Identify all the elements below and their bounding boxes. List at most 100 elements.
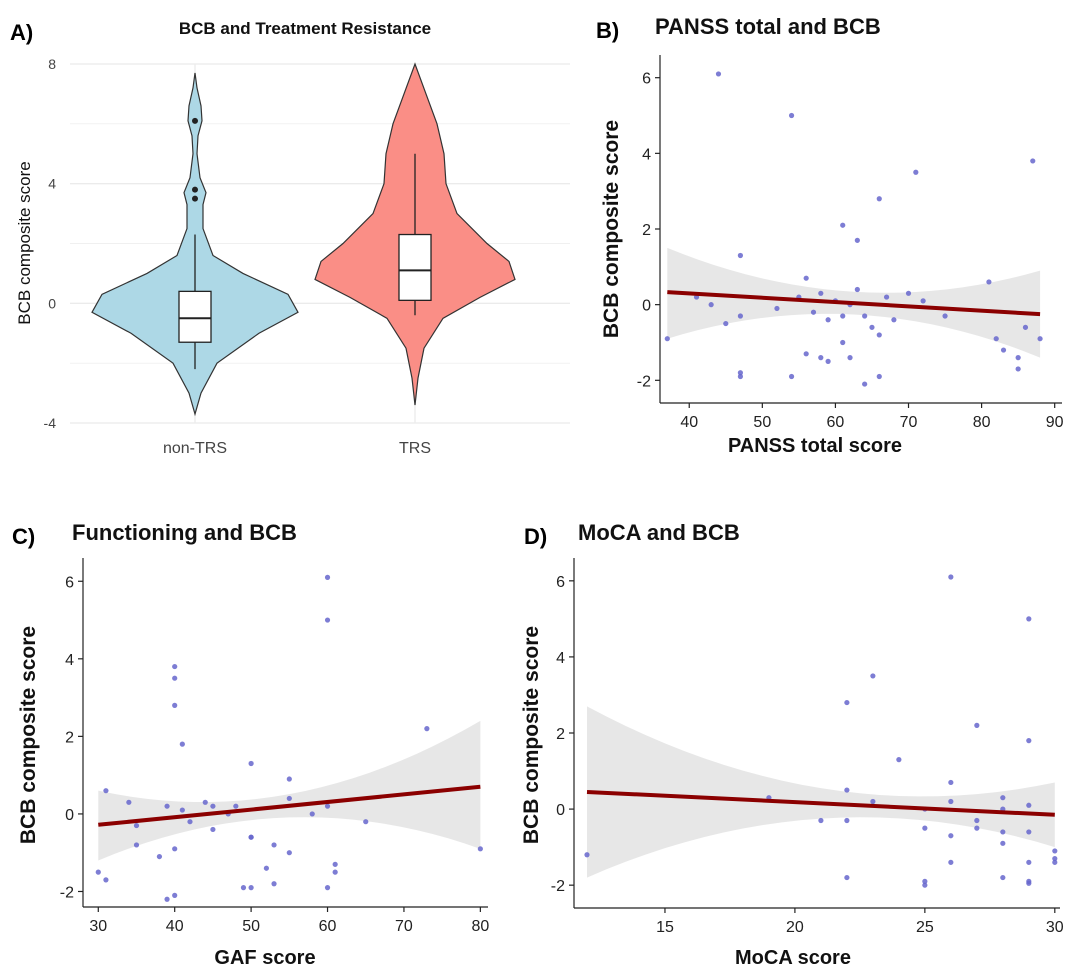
data-point xyxy=(1000,840,1006,846)
outlier-point xyxy=(192,195,198,202)
y-tick-label: 6 xyxy=(65,574,74,591)
data-point xyxy=(263,865,269,871)
data-point xyxy=(664,336,670,342)
y-tick-label: 0 xyxy=(48,295,56,311)
x-tick-label: 80 xyxy=(973,414,991,431)
data-point xyxy=(854,286,860,293)
y-tick-label: 6 xyxy=(642,71,651,88)
data-point xyxy=(870,798,876,805)
data-point xyxy=(948,833,954,839)
y-axis-label: BCB composite score xyxy=(520,626,543,844)
y-tick-label: 0 xyxy=(556,802,565,819)
x-tick-label: 90 xyxy=(1046,414,1064,431)
y-tick-label: -4 xyxy=(44,415,57,431)
confidence-band xyxy=(586,706,1055,878)
data-point xyxy=(974,722,980,728)
y-tick-label: 4 xyxy=(48,176,56,192)
y-axis-label: BCB composite score xyxy=(15,161,34,324)
data-point xyxy=(948,574,954,580)
data-point xyxy=(818,355,824,361)
data-point xyxy=(248,885,254,891)
y-tick-label: -2 xyxy=(60,884,74,901)
y-tick-label: 4 xyxy=(642,146,651,163)
data-point xyxy=(948,859,954,865)
panel-4: D) MoCA and BCB BCB composite score MoCA sc… xyxy=(520,520,1064,969)
data-point xyxy=(1015,366,1021,372)
data-point xyxy=(840,313,846,319)
data-point xyxy=(210,826,216,833)
data-point xyxy=(164,896,170,902)
data-point xyxy=(1000,795,1006,801)
data-point xyxy=(156,853,163,860)
box xyxy=(178,290,212,343)
data-point xyxy=(363,819,369,825)
data-point xyxy=(948,779,954,786)
data-point xyxy=(922,878,928,884)
data-point xyxy=(803,351,809,357)
data-point xyxy=(210,803,216,809)
y-tick-label: -2 xyxy=(637,373,651,390)
data-point xyxy=(715,71,722,77)
x-tick-label: 50 xyxy=(242,918,260,935)
data-point xyxy=(202,799,208,805)
x-tick-label: 70 xyxy=(900,414,918,431)
x-tick-label: 60 xyxy=(827,414,845,431)
data-point xyxy=(862,381,868,387)
data-point xyxy=(1030,158,1036,164)
regression-line xyxy=(667,290,1041,317)
data-point xyxy=(424,726,430,732)
y-tick-label: 4 xyxy=(556,650,565,667)
data-point xyxy=(1026,738,1032,744)
data-point xyxy=(844,699,850,706)
data-point xyxy=(248,834,254,840)
x-tick-label: 80 xyxy=(471,918,489,935)
x-tick-label: 40 xyxy=(680,414,698,431)
x-tick-label: 15 xyxy=(656,919,674,936)
panel-3: C) Functioning and BCB BCB composite score… xyxy=(12,520,489,969)
data-point xyxy=(825,317,831,323)
data-point xyxy=(1052,848,1058,854)
data-point xyxy=(1022,324,1029,330)
data-point xyxy=(164,803,170,809)
data-point xyxy=(1015,355,1021,361)
data-point xyxy=(324,617,331,623)
y-tick-label: -2 xyxy=(551,878,565,895)
outlier-point xyxy=(192,117,198,124)
data-point xyxy=(737,370,744,376)
x-tick-label: 20 xyxy=(786,919,804,936)
y-tick-label: 8 xyxy=(48,56,56,72)
data-point xyxy=(737,373,744,380)
data-point xyxy=(584,852,590,858)
data-point xyxy=(95,869,101,875)
x-axis-label: PANSS total score xyxy=(728,435,902,457)
x-axis-label: MoCA score xyxy=(735,947,851,969)
data-point xyxy=(248,760,254,767)
data-point xyxy=(324,574,331,580)
panel-1: A) BCB and Treatment Resistance BCB compos… xyxy=(10,19,570,457)
data-point xyxy=(1052,855,1058,862)
y-axis-label: BCB composite score xyxy=(17,626,40,844)
data-point xyxy=(179,741,185,747)
data-point xyxy=(847,355,853,361)
data-point xyxy=(126,799,132,805)
data-point xyxy=(1026,880,1032,886)
chart-title: BCB and Treatment Resistance xyxy=(179,19,431,38)
data-point xyxy=(271,842,277,848)
data-point xyxy=(788,112,795,119)
data-point xyxy=(1000,347,1007,353)
data-point xyxy=(324,803,331,809)
data-point xyxy=(948,798,954,805)
data-point xyxy=(187,819,193,825)
data-point xyxy=(942,313,948,319)
data-point xyxy=(870,673,876,679)
data-point xyxy=(103,788,109,794)
data-point xyxy=(309,811,315,817)
x-tick-label: 30 xyxy=(1046,919,1064,936)
data-point xyxy=(172,846,178,852)
box xyxy=(398,233,432,301)
data-point xyxy=(133,842,140,848)
data-point xyxy=(172,702,178,708)
x-tick-label: 60 xyxy=(319,918,337,935)
data-point xyxy=(1000,829,1006,835)
